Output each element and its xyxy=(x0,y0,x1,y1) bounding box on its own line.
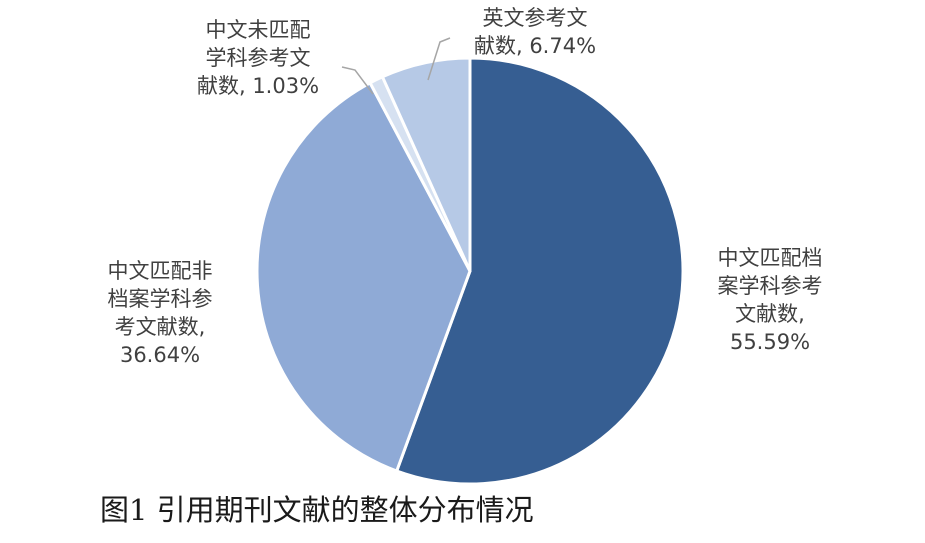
slice-label-unmatched: 中文未匹配学科参考文献数, 1.03% xyxy=(197,18,319,98)
figure-caption: 图1 引用期刊文献的整体分布情况 xyxy=(100,493,534,527)
leader-lines xyxy=(341,37,451,95)
slice-label-english: 英文参考文献数, 6.74% xyxy=(474,6,596,58)
slice-label-matched-archive: 中文匹配档案学科参考文献数, 55.59% xyxy=(718,246,823,354)
pie-slices xyxy=(255,56,685,486)
slice-labels: 中文匹配档案学科参考文献数, 55.59% 中文匹配非档案学科参考文献数, 36.64… xyxy=(108,6,823,367)
pie-slice-english xyxy=(380,56,472,273)
leader-line-unmatched xyxy=(341,66,374,95)
pie-slice-matched-archive xyxy=(395,56,685,486)
leader-line-english xyxy=(427,37,451,81)
pie-slice-matched-non-archive xyxy=(255,81,472,473)
slice-label-matched-non-archive: 中文匹配非档案学科参考文献数, 36.64% xyxy=(108,259,213,367)
